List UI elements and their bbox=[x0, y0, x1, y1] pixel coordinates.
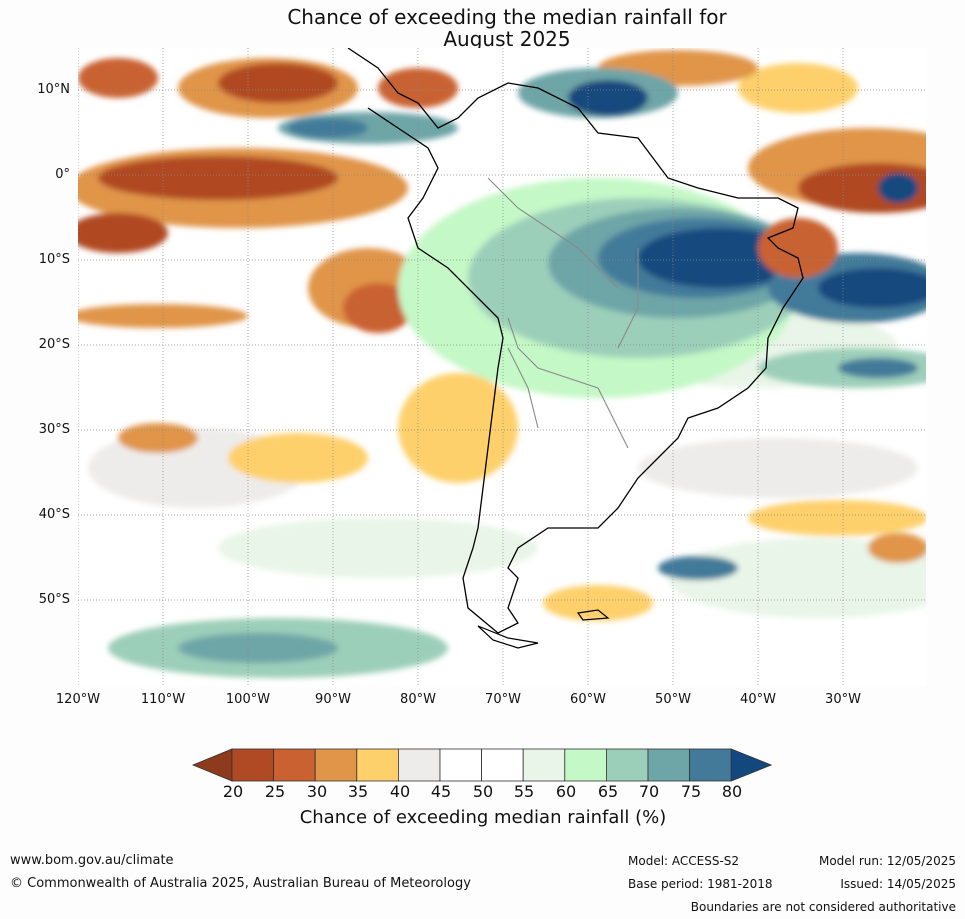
website-text: www.bom.gov.au/climate bbox=[10, 853, 174, 868]
colorbar bbox=[192, 748, 773, 782]
colorbar-segment bbox=[522, 748, 566, 782]
map-title: Chance of exceeding the median rainfall … bbox=[0, 6, 965, 50]
colorbar-tick: 25 bbox=[264, 782, 286, 801]
title-line-1: Chance of exceeding the median rainfall … bbox=[287, 5, 727, 29]
lat-label: 10°N bbox=[37, 82, 70, 97]
tierra-del-fuego bbox=[477, 625, 539, 649]
rainfall-map bbox=[78, 48, 926, 686]
issued-text: Issued: 14/05/2025 bbox=[840, 877, 956, 891]
base-period-text: Base period: 1981-2018 bbox=[628, 877, 773, 891]
lat-label: 0° bbox=[55, 167, 70, 182]
map-canvas bbox=[78, 48, 926, 686]
colorbar-tick: 50 bbox=[472, 782, 494, 801]
lon-label: 30°W bbox=[825, 692, 861, 707]
colorbar-extend-high bbox=[730, 748, 773, 782]
colorbar-segment bbox=[397, 748, 441, 782]
colorbar-tick: 60 bbox=[555, 782, 577, 801]
disclaimer-text: Boundaries are not considered authoritat… bbox=[690, 900, 956, 914]
falkland-islands bbox=[576, 609, 610, 621]
lon-label: 50°W bbox=[655, 692, 691, 707]
colorbar-segment bbox=[231, 748, 274, 782]
lat-label: 10°S bbox=[38, 252, 70, 267]
lon-label: 110°W bbox=[140, 692, 186, 707]
lon-label: 60°W bbox=[570, 692, 606, 707]
colorbar-segment bbox=[356, 748, 399, 782]
colorbar-extend-low bbox=[192, 748, 233, 782]
lon-label: 80°W bbox=[400, 692, 436, 707]
colorbar-tick: 35 bbox=[347, 782, 369, 801]
colorbar-tick: 40 bbox=[389, 782, 411, 801]
title-line-2: August 2025 bbox=[443, 27, 571, 51]
rainfall-anomaly-fields bbox=[78, 50, 926, 678]
colorbar-tick: 30 bbox=[306, 782, 328, 801]
colorbar-segment bbox=[605, 748, 649, 782]
country-boundaries bbox=[487, 177, 639, 449]
colorbar-segment bbox=[689, 748, 732, 782]
lat-label: 40°S bbox=[38, 507, 70, 522]
colorbar-tick: 80 bbox=[721, 782, 743, 801]
colorbar-segment bbox=[314, 748, 358, 782]
lon-label: 120°W bbox=[55, 692, 101, 707]
colorbar-segment bbox=[273, 748, 316, 782]
lon-label: 40°W bbox=[740, 692, 776, 707]
colorbar-tick: 70 bbox=[638, 782, 660, 801]
colorbar-tick: 75 bbox=[680, 782, 702, 801]
lat-label: 20°S bbox=[38, 337, 70, 352]
colorbar-tick: 20 bbox=[222, 782, 244, 801]
model-run-text: Model run: 12/05/2025 bbox=[818, 854, 956, 868]
lon-label: 100°W bbox=[225, 692, 271, 707]
lon-label: 70°W bbox=[485, 692, 521, 707]
colorbar-tick: 65 bbox=[597, 782, 619, 801]
colorbar-segment bbox=[439, 748, 482, 782]
colorbar-tick: 55 bbox=[513, 782, 535, 801]
lat-label: 30°S bbox=[38, 422, 70, 437]
copyright-text: © Commonwealth of Australia 2025, Austra… bbox=[10, 876, 471, 891]
coastline bbox=[347, 48, 804, 634]
colorbar-segment bbox=[564, 748, 607, 782]
colorbar-segment bbox=[647, 748, 690, 782]
lon-label: 90°W bbox=[315, 692, 351, 707]
model-text: Model: ACCESS-S2 bbox=[628, 854, 740, 868]
colorbar-segment bbox=[481, 748, 524, 782]
lat-label: 50°S bbox=[38, 592, 70, 607]
colorbar-tick: 45 bbox=[430, 782, 452, 801]
colorbar-title: Chance of exceeding median rainfall (%) bbox=[299, 807, 667, 828]
